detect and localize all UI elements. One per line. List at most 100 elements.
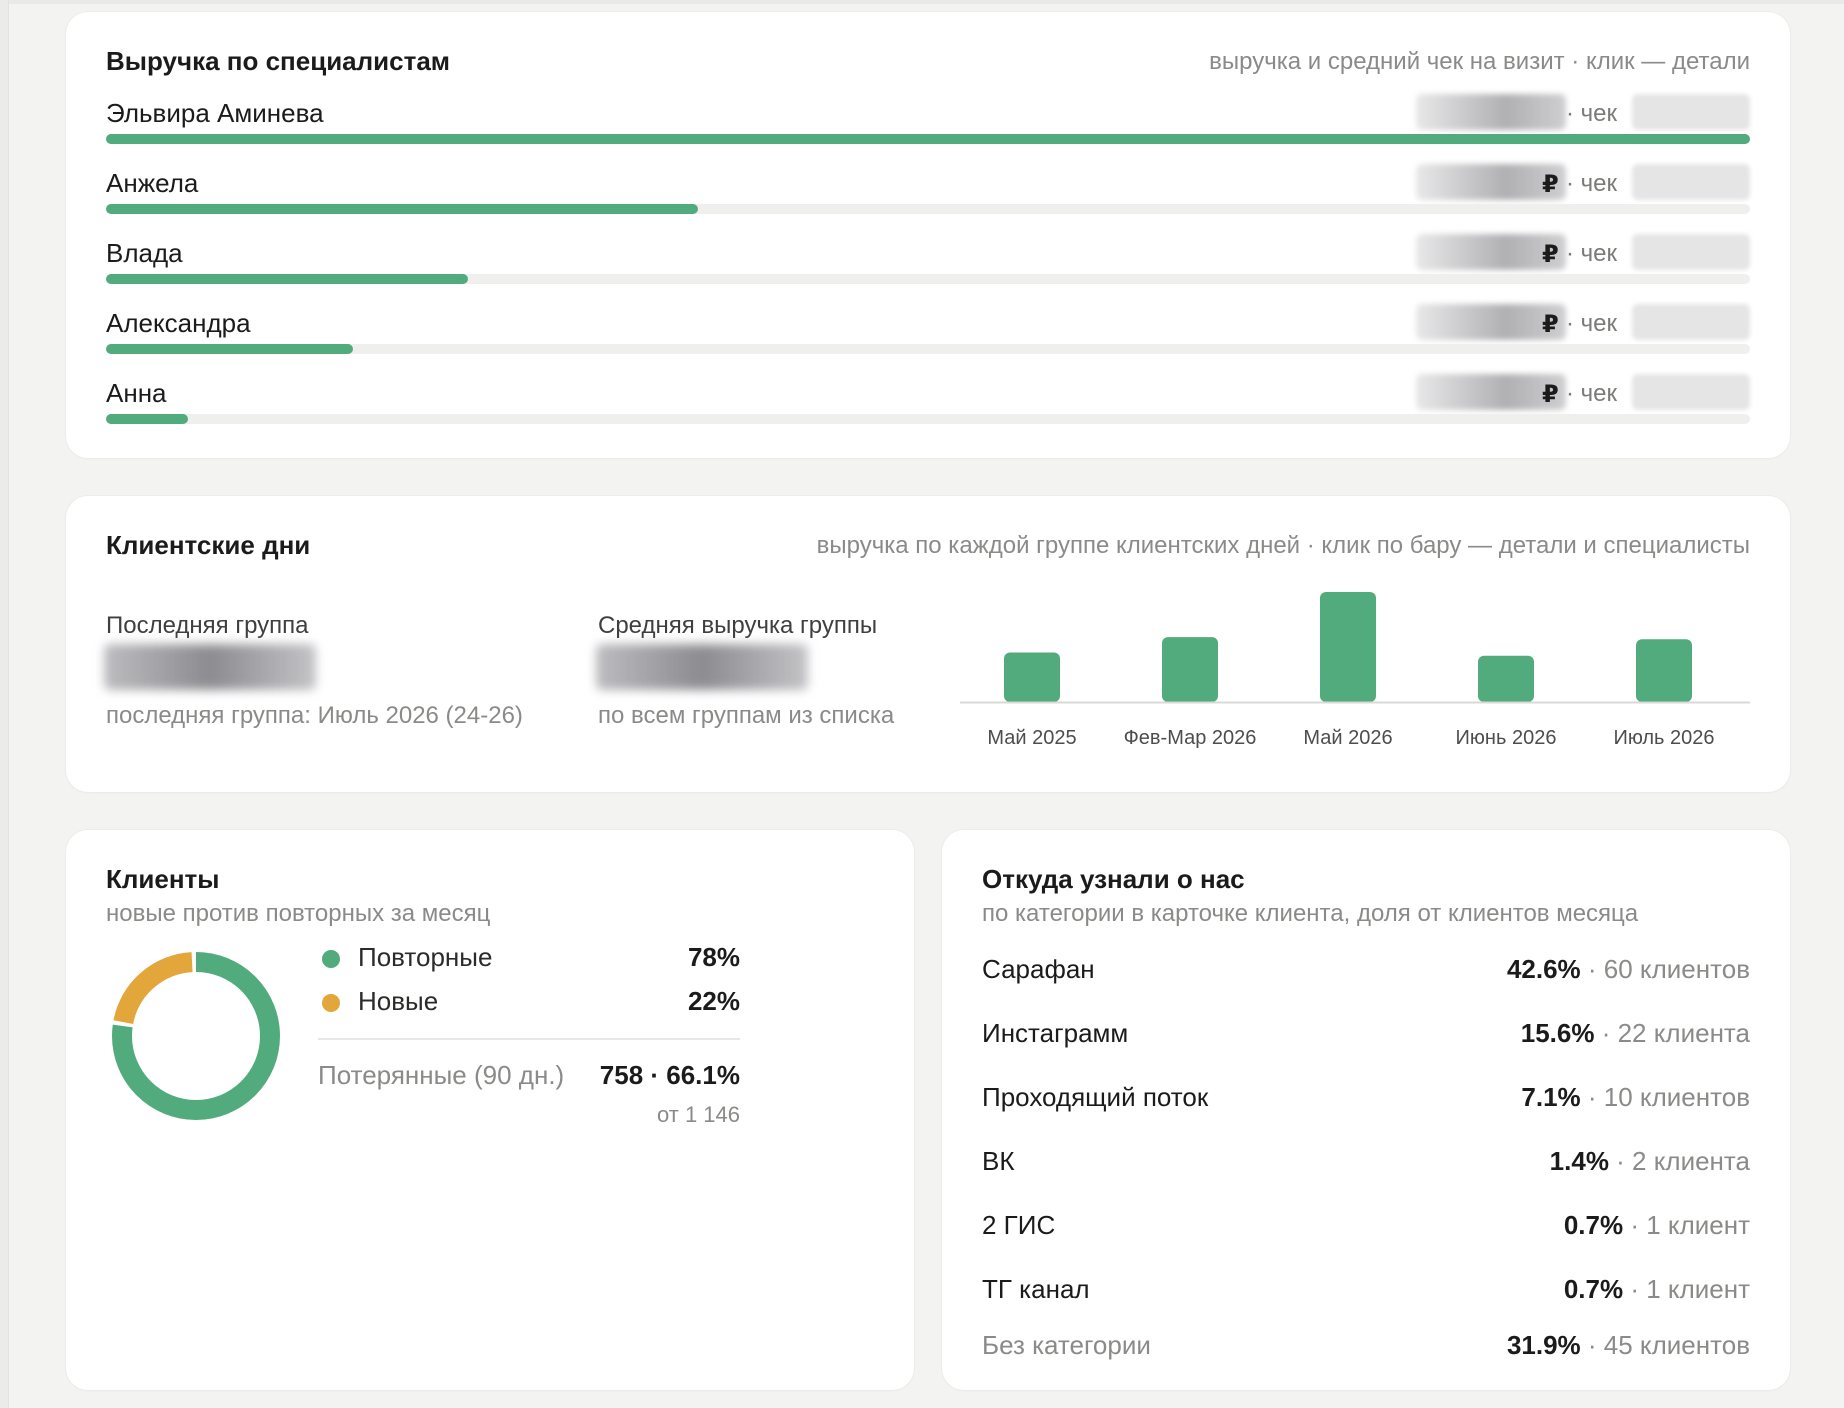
new-legend-value: 22% bbox=[687, 986, 740, 1016]
source-stats: 1.4% · 2 клиента bbox=[1550, 1146, 1750, 1177]
client-day-bar[interactable] bbox=[1004, 652, 1060, 703]
check-label: · чек bbox=[1566, 240, 1618, 267]
source-pct: 7.1% bbox=[1521, 1082, 1581, 1112]
specialist-values: · чек ₽ bbox=[1416, 372, 1750, 412]
source-row: Без категории 31.9% · 45 клиентов bbox=[982, 1330, 1750, 1370]
check-label: · чек bbox=[1566, 100, 1618, 127]
ruble-sign: ₽ bbox=[1542, 311, 1559, 338]
source-count: · 60 клиентов bbox=[1587, 954, 1750, 984]
specialist-bar-fill bbox=[106, 344, 353, 354]
client-day-tick-label: Фев-Мар 2026 bbox=[1124, 727, 1257, 749]
source-pct: 0.7% bbox=[1563, 1210, 1624, 1240]
blurred-revenue bbox=[1416, 164, 1566, 200]
source-count: · 2 клиента bbox=[1616, 1146, 1750, 1176]
clients-subtitle: новые против повторных за месяц bbox=[106, 900, 491, 927]
specialist-name: Влада bbox=[106, 238, 183, 268]
check-label: · чек bbox=[1566, 170, 1618, 197]
specialist-bar-track bbox=[106, 134, 1750, 144]
client-days-title: Клиентские дни bbox=[106, 530, 311, 560]
specialist-values: · чек ₽ bbox=[1416, 302, 1750, 342]
repeat-arc bbox=[112, 952, 280, 1120]
ruble-sign: ₽ bbox=[1542, 381, 1559, 408]
source-pct: 42.6% bbox=[1506, 954, 1581, 984]
source-name: ТГ канал bbox=[982, 1274, 1090, 1304]
specialist-row[interactable]: Эльвира Аминева · чек bbox=[106, 94, 1750, 168]
client-day-tick-label: Май 2026 bbox=[1303, 727, 1392, 749]
new-arc bbox=[111, 952, 280, 1120]
specialist-bar-fill bbox=[106, 414, 189, 424]
client-day-bar[interactable] bbox=[1636, 639, 1692, 702]
avg-group-label: Средняя выручка группы bbox=[598, 612, 878, 639]
new-legend-label: Новые bbox=[358, 986, 439, 1016]
source-count: · 45 клиентов bbox=[1587, 1330, 1750, 1360]
blurred-revenue bbox=[1416, 374, 1566, 410]
specialist-row[interactable]: Александра · чек ₽ bbox=[106, 304, 1750, 378]
blurred-avg-group-value bbox=[596, 644, 808, 690]
blurred-revenue bbox=[1416, 304, 1566, 340]
blurred-check bbox=[1632, 164, 1750, 200]
clients-title: Клиенты bbox=[106, 864, 220, 894]
source-row: Инстаграмм 15.6% · 22 клиента bbox=[982, 1018, 1750, 1058]
sources-title: Откуда узнали о нас bbox=[982, 864, 1245, 894]
client-day-bar[interactable] bbox=[1478, 655, 1534, 702]
source-name: Без категории bbox=[982, 1330, 1151, 1360]
source-name: ВК bbox=[982, 1146, 1015, 1176]
last-group-sub: последняя группа: Июль 2026 (24-26) bbox=[106, 702, 523, 729]
repeat-legend-dot bbox=[322, 950, 340, 968]
specialist-bar-track bbox=[106, 414, 1750, 424]
ruble-sign: ₽ bbox=[1542, 171, 1559, 198]
source-row: 2 ГИС 0.7% · 1 клиент bbox=[982, 1210, 1750, 1250]
source-stats: 15.6% · 22 клиента bbox=[1521, 1018, 1750, 1049]
client-day-tick-label: Июль 2026 bbox=[1613, 727, 1714, 749]
source-pct: 31.9% bbox=[1506, 1330, 1581, 1360]
specialist-bar-track bbox=[106, 204, 1750, 214]
lost-clients-label: Потерянные (90 дн.) bbox=[318, 1060, 565, 1090]
client-day-bar[interactable] bbox=[1320, 592, 1376, 702]
ruble-sign: ₽ bbox=[1542, 241, 1559, 268]
blurred-last-group-value bbox=[104, 644, 316, 690]
blurred-check bbox=[1632, 94, 1750, 130]
client-day-bar[interactable] bbox=[1162, 637, 1218, 702]
clients-card: Клиенты новые против повторных за месяц … bbox=[66, 830, 914, 1390]
specialist-name: Эльвира Аминева bbox=[106, 98, 324, 128]
repeat-legend-value: 78% bbox=[687, 942, 740, 972]
specialist-bar-track bbox=[106, 274, 1750, 284]
sources-card: Откуда узнали о нас по категории в карто… bbox=[942, 830, 1790, 1390]
source-pct: 1.4% bbox=[1549, 1146, 1609, 1176]
specialists-revenue-card: Выручка по специалистам выручка и средни… bbox=[66, 12, 1790, 458]
legend-divider bbox=[318, 1038, 740, 1040]
source-count: · 22 клиента bbox=[1601, 1018, 1750, 1048]
specialists-title: Выручка по специалистам bbox=[106, 46, 451, 76]
specialist-bar-fill bbox=[106, 204, 698, 214]
check-label: · чек bbox=[1566, 380, 1618, 407]
specialist-row[interactable]: Влада · чек ₽ bbox=[106, 234, 1750, 308]
source-row: Проходящий поток 7.1% · 10 клиентов bbox=[982, 1082, 1750, 1122]
client-day-tick-label: Июнь 2026 bbox=[1456, 727, 1557, 749]
source-pct: 15.6% bbox=[1520, 1018, 1595, 1048]
specialist-name: Анна bbox=[106, 378, 167, 408]
client-days-card: Клиентские дни выручка по каждой группе … bbox=[66, 496, 1790, 792]
source-row: ВК 1.4% · 2 клиента bbox=[982, 1146, 1750, 1186]
specialist-bar-fill bbox=[106, 134, 1750, 144]
client-day-tick-label: Май 2025 bbox=[987, 727, 1076, 749]
lost-clients-sub: от 1 146 bbox=[657, 1102, 740, 1127]
blurred-check bbox=[1632, 374, 1750, 410]
blurred-check bbox=[1632, 304, 1750, 340]
client-days-hint: выручка по каждой группе клиентских дней… bbox=[816, 532, 1750, 559]
specialist-bar-fill bbox=[106, 274, 468, 284]
source-count: · 1 клиент bbox=[1630, 1274, 1750, 1304]
source-count: · 10 клиентов bbox=[1587, 1082, 1750, 1112]
specialist-row[interactable]: Анна · чек ₽ bbox=[106, 374, 1750, 448]
check-label: · чек bbox=[1566, 310, 1618, 337]
new-legend-dot bbox=[322, 994, 340, 1012]
source-row: Сарафан 42.6% · 60 клиентов bbox=[982, 954, 1750, 994]
blurred-revenue bbox=[1416, 234, 1566, 270]
specialist-name: Анжела bbox=[106, 168, 199, 198]
specialist-row[interactable]: Анжела · чек ₽ bbox=[106, 164, 1750, 238]
avg-group-sub: по всем группам из списка bbox=[598, 702, 895, 729]
specialist-values: · чек bbox=[1416, 92, 1750, 132]
lost-clients-value: 758 · 66.1% bbox=[599, 1060, 740, 1090]
source-name: Сарафан bbox=[982, 954, 1095, 984]
source-count: · 1 клиент bbox=[1630, 1210, 1750, 1240]
